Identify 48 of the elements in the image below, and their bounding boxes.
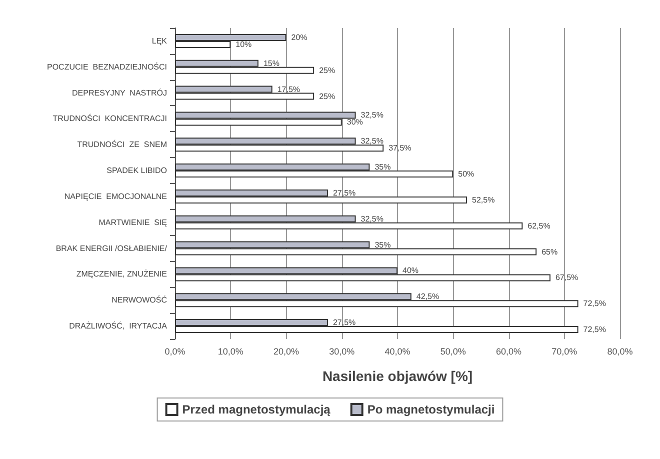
data-label: 32,5% bbox=[360, 136, 384, 146]
x-tick-label: 70,0% bbox=[552, 346, 578, 356]
data-label: 32,5% bbox=[360, 214, 384, 224]
data-label: 37,5% bbox=[388, 144, 412, 153]
x-tick-label: 30,0% bbox=[329, 346, 355, 356]
x-tick-label: 0,0% bbox=[164, 346, 186, 356]
y-tick-label: POCZUCIE BEZNADZIEJNOŚCI bbox=[46, 61, 167, 72]
data-label: 50% bbox=[458, 170, 474, 179]
y-tick-label: NAPIĘCIE EMOCJONALNE bbox=[64, 192, 167, 201]
x-tick-label: 10,0% bbox=[218, 346, 244, 356]
y-tick-label: MARTWIENIE SIĘ bbox=[98, 218, 167, 227]
data-label: 62,5% bbox=[528, 221, 550, 230]
y-tick-label: BRAK ENERGII /OSŁABIENIE/ bbox=[56, 244, 168, 253]
data-label: 32,5% bbox=[360, 110, 384, 120]
x-tick-label: 20,0% bbox=[273, 346, 300, 356]
legend-label: Przed magnetostymulacją bbox=[182, 402, 331, 416]
legend-label: Po magnetostymulacji bbox=[367, 402, 495, 416]
y-tick-label: DRAŻLIWOŚĆ, IRYTACJA bbox=[69, 320, 168, 331]
data-label: 72,5% bbox=[583, 299, 606, 308]
x-tick-label: 80,0% bbox=[607, 346, 633, 356]
data-label: 27,5% bbox=[332, 188, 356, 198]
data-label: 17,5% bbox=[277, 84, 300, 94]
data-label: 35% bbox=[374, 240, 391, 250]
data-label: 30% bbox=[346, 118, 363, 127]
data-label: 52,5% bbox=[472, 195, 495, 204]
data-label: 35% bbox=[374, 162, 391, 172]
data-label: 40% bbox=[402, 266, 419, 276]
x-tick-label: 50,0% bbox=[440, 346, 466, 356]
data-label: 25% bbox=[319, 92, 336, 101]
y-tick-label: LĘK bbox=[152, 36, 168, 46]
y-tick-label: NERWOWOŚĆ bbox=[112, 294, 168, 305]
data-label: 72,5% bbox=[583, 325, 606, 334]
data-label: 15% bbox=[263, 58, 280, 68]
data-label: 25% bbox=[319, 66, 336, 75]
y-tick-label: SPADEK LIBIDO bbox=[106, 166, 167, 176]
x-tick-label: 60,0% bbox=[496, 346, 522, 356]
data-label: 10% bbox=[236, 40, 252, 49]
data-label: 42,5% bbox=[416, 292, 440, 302]
data-label: 67,5% bbox=[555, 273, 578, 282]
y-tick-label: TRUDNOŚCI KONCENTRACJI bbox=[52, 113, 167, 124]
data-label: 65% bbox=[542, 247, 558, 256]
data-label: 27,5% bbox=[332, 318, 356, 328]
y-tick-label: ZMĘCZENIE, ZNUŻENIE bbox=[76, 270, 167, 279]
y-tick-label: DEPRESYJNY NASTRÓJ bbox=[72, 88, 167, 98]
data-label: 20% bbox=[291, 32, 308, 42]
x-tick-label: 40,0% bbox=[384, 346, 410, 356]
x-axis-title: Nasilenie objawów [%] bbox=[322, 368, 473, 384]
y-tick-label: TRUDNOŚCI ZE SNEM bbox=[77, 139, 168, 150]
